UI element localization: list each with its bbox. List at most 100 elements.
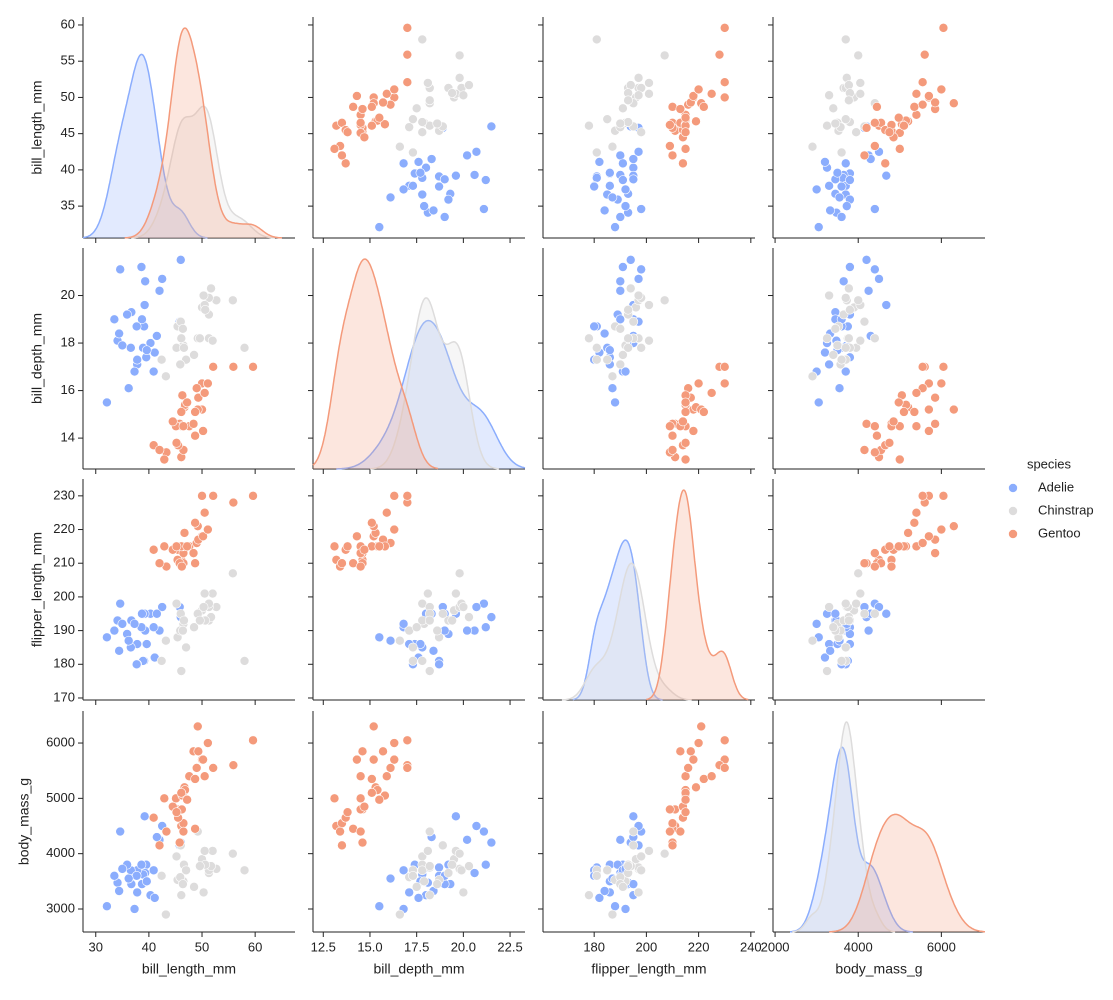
legend-marker <box>1008 529 1018 539</box>
scatter-point <box>171 598 182 609</box>
y-tick-label: 35 <box>61 198 75 213</box>
kde-area <box>572 540 663 700</box>
scatter-point <box>176 333 187 344</box>
scatter-point <box>428 646 439 656</box>
scatter-point <box>633 274 644 284</box>
scatter-point <box>189 882 199 892</box>
scatter-point <box>633 73 644 83</box>
y-tick-label: 55 <box>61 53 75 68</box>
scatter-point <box>591 354 602 365</box>
y-tick-label: 45 <box>61 125 75 140</box>
scatter-point <box>633 887 644 898</box>
scatter-point <box>636 865 646 876</box>
scatter-point <box>855 78 866 88</box>
x-axis-label: bill_depth_mm <box>373 961 464 977</box>
scatter-point <box>454 73 465 83</box>
scatter-point <box>159 793 170 804</box>
kde-line <box>124 27 283 239</box>
scatter-point <box>193 392 204 403</box>
scatter-point <box>359 801 370 812</box>
y-tick-label: 16 <box>61 382 75 397</box>
x-tick-label: 6000 <box>927 939 956 954</box>
scatter-point <box>359 132 370 143</box>
scatter-point <box>141 345 152 355</box>
scatter-point <box>872 430 882 441</box>
scatter-point <box>193 746 204 757</box>
y-axis-label: bill_depth_mm <box>29 313 45 404</box>
scatter-point <box>618 262 628 272</box>
scatter-point <box>109 870 120 881</box>
scatter-point <box>870 141 880 151</box>
scatter-point <box>894 144 905 154</box>
scatter-point <box>911 89 922 99</box>
scatter-point <box>680 407 691 417</box>
scatter-point <box>154 840 165 851</box>
scatter-point <box>625 255 636 265</box>
y-tick-label: 5000 <box>46 790 75 805</box>
scatter-point <box>189 622 199 633</box>
scatter-point <box>367 102 377 112</box>
scatter-point <box>830 608 841 619</box>
scatter-point <box>870 608 880 619</box>
scatter-point <box>402 491 413 501</box>
scatter-point <box>190 558 200 569</box>
scatter-point <box>863 285 874 296</box>
scatter-point <box>659 295 670 306</box>
scatter-point <box>706 89 717 99</box>
scatter-point <box>830 323 841 334</box>
scatter-point <box>599 886 610 896</box>
scatter-point <box>610 397 620 408</box>
y-tick-label: 40 <box>61 161 75 176</box>
scatter-point <box>395 141 405 152</box>
subplot: 35 40 45 50 55 60 bill_length_mm <box>29 16 295 243</box>
scatter-point <box>374 541 385 552</box>
scatter-point <box>464 861 474 871</box>
scatter-point <box>693 84 704 95</box>
scatter-point <box>367 120 377 131</box>
scatter-point <box>380 119 390 130</box>
scatter-point <box>203 378 213 389</box>
scatter-point <box>359 544 370 555</box>
scatter-point <box>109 314 120 325</box>
kde-area <box>561 563 692 700</box>
scatter-point <box>102 632 112 643</box>
subplot: 170 180 190 200 210 220 230 flipper_length_mm <box>29 479 295 705</box>
legend-marker <box>1008 483 1018 493</box>
legend-label: Chinstrap <box>1038 502 1094 517</box>
scatter-point <box>615 314 626 325</box>
scatter-point <box>859 316 870 327</box>
scatter-point <box>859 150 870 161</box>
scatter-point <box>198 290 209 301</box>
scatter-point <box>167 416 178 427</box>
kde-area <box>83 54 208 239</box>
scatter-point <box>374 222 385 232</box>
scatter-point <box>109 625 120 636</box>
scatter-point <box>419 201 429 211</box>
scatter-point <box>822 666 832 676</box>
scatter-point <box>114 328 124 339</box>
kde-area <box>124 28 282 238</box>
scatter-point <box>615 835 626 845</box>
scatter-point <box>899 120 909 131</box>
scatter-point <box>886 561 897 572</box>
scatter-point <box>844 95 854 106</box>
scatter-point <box>820 347 830 358</box>
scatter-point <box>623 304 633 315</box>
scatter-point <box>813 397 824 408</box>
scatter-point <box>870 117 880 128</box>
scatter-point <box>589 181 599 192</box>
scatter-point <box>389 754 400 765</box>
kde-line <box>792 721 896 933</box>
scatter-point <box>628 840 639 851</box>
scatter-point <box>618 158 628 169</box>
scatter-point <box>471 821 482 831</box>
scatter-point <box>404 122 414 132</box>
scatter-point <box>480 622 491 633</box>
kde-area <box>131 106 275 238</box>
scatter-point <box>845 175 855 185</box>
scatter-point <box>123 635 134 646</box>
scatter-point <box>884 541 895 552</box>
scatter-point <box>374 112 385 123</box>
scatter-point <box>628 162 639 173</box>
scatter-point <box>191 383 202 394</box>
